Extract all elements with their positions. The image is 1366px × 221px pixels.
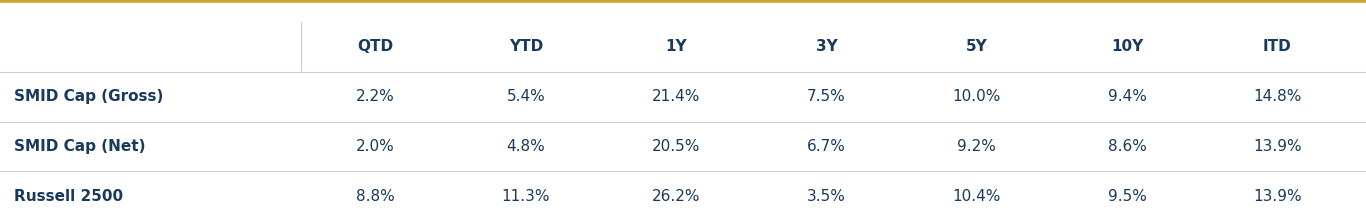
Text: 20.5%: 20.5% [652, 139, 701, 154]
Text: 13.9%: 13.9% [1253, 189, 1302, 204]
Text: 9.5%: 9.5% [1108, 189, 1146, 204]
Text: 2.0%: 2.0% [357, 139, 395, 154]
Text: 10.4%: 10.4% [952, 189, 1001, 204]
Text: 6.7%: 6.7% [807, 139, 846, 154]
Text: Russell 2500: Russell 2500 [14, 189, 123, 204]
Text: 10Y: 10Y [1111, 40, 1143, 54]
Text: 14.8%: 14.8% [1253, 89, 1302, 104]
Text: 7.5%: 7.5% [807, 89, 846, 104]
Text: 1Y: 1Y [665, 40, 687, 54]
Text: 3Y: 3Y [816, 40, 837, 54]
Text: 3.5%: 3.5% [807, 189, 846, 204]
Text: 26.2%: 26.2% [652, 189, 701, 204]
Text: 2.2%: 2.2% [357, 89, 395, 104]
Text: 5Y: 5Y [966, 40, 988, 54]
Text: SMID Cap (Gross): SMID Cap (Gross) [14, 89, 163, 104]
Text: 11.3%: 11.3% [501, 189, 550, 204]
Text: 4.8%: 4.8% [507, 139, 545, 154]
Text: 9.4%: 9.4% [1108, 89, 1146, 104]
Text: ITD: ITD [1262, 40, 1292, 54]
Text: YTD: YTD [508, 40, 544, 54]
Text: 8.6%: 8.6% [1108, 139, 1146, 154]
Text: 5.4%: 5.4% [507, 89, 545, 104]
Text: 8.8%: 8.8% [357, 189, 395, 204]
Text: QTD: QTD [358, 40, 393, 54]
Text: SMID Cap (Net): SMID Cap (Net) [14, 139, 145, 154]
Text: 13.9%: 13.9% [1253, 139, 1302, 154]
Text: 9.2%: 9.2% [958, 139, 996, 154]
Text: 10.0%: 10.0% [952, 89, 1001, 104]
Text: 21.4%: 21.4% [652, 89, 701, 104]
